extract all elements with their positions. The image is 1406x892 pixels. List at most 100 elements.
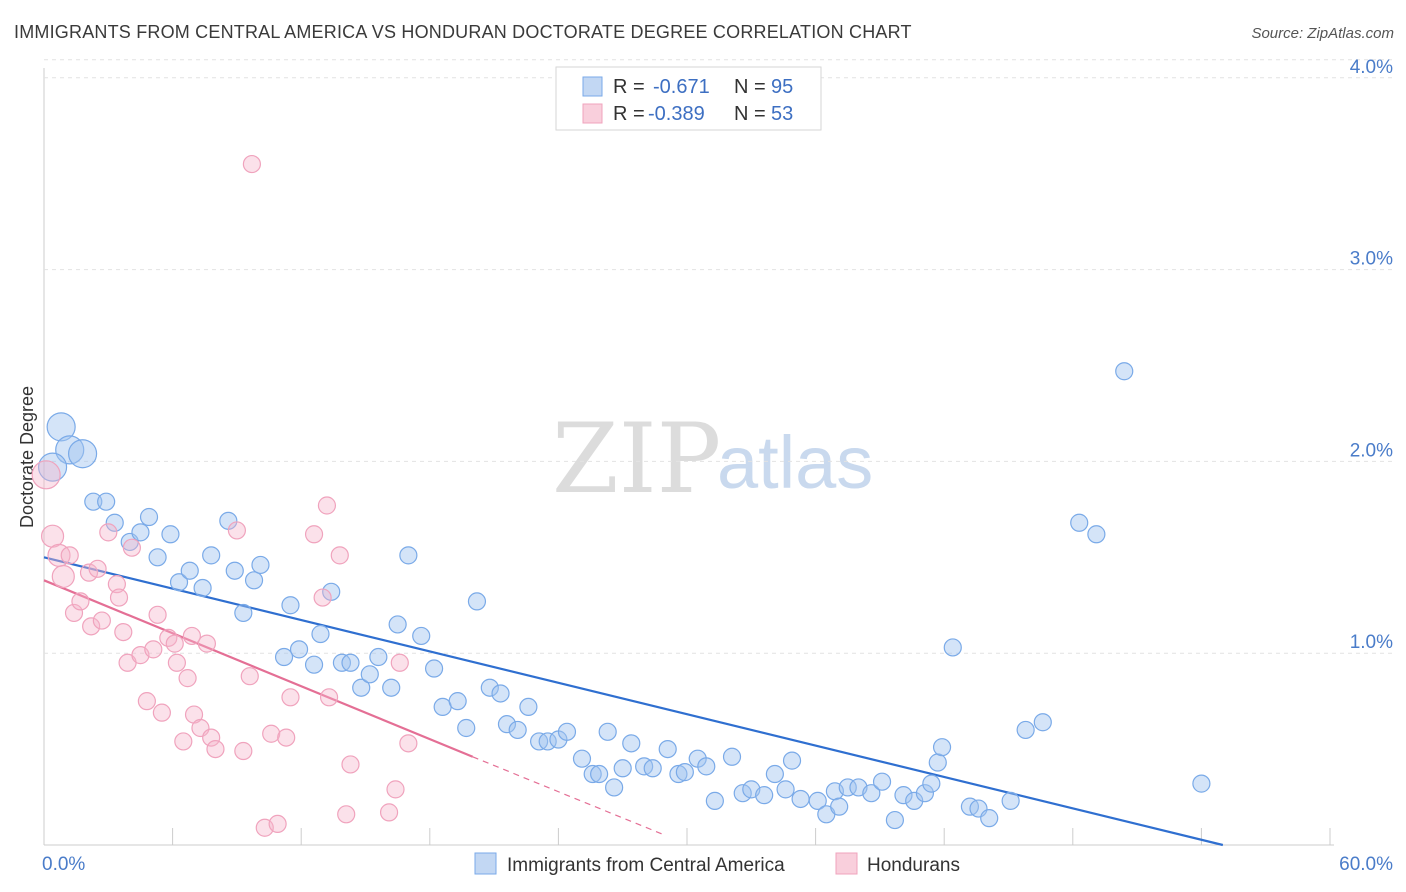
point-pink (109, 588, 129, 607)
point-pink (152, 703, 171, 722)
point-blue (669, 764, 688, 784)
point-blue (915, 784, 935, 803)
point-blue (67, 439, 98, 469)
point-blue (782, 751, 802, 770)
point-blue (399, 546, 418, 565)
point-pink (240, 667, 259, 686)
point-blue (643, 759, 662, 778)
point-blue (251, 555, 270, 575)
point-blue (304, 655, 324, 674)
point-blue (830, 797, 849, 816)
legend-swatch-blue (582, 76, 603, 97)
point-blue (862, 784, 881, 803)
point-blue (457, 718, 476, 738)
point-pink (167, 653, 186, 672)
x-tick-label-max: 60.0% (1339, 854, 1393, 875)
point-blue (622, 734, 641, 753)
point-blue (697, 757, 716, 776)
point-pink (79, 563, 99, 582)
point-pink (242, 154, 262, 174)
point-pink (202, 728, 221, 747)
point-blue (84, 492, 103, 511)
series-swatch-pink (835, 852, 858, 875)
point-pink (304, 525, 324, 544)
point-blue (139, 507, 159, 527)
point-pink (313, 588, 332, 607)
point-blue (776, 780, 795, 799)
point-pink (122, 538, 141, 557)
point-blue (980, 809, 999, 828)
point-pink (99, 523, 118, 542)
trend-line-extension-pink (472, 756, 666, 836)
point-pink (319, 688, 339, 707)
point-pink (234, 741, 253, 761)
point-blue (557, 722, 577, 741)
point-blue (808, 791, 827, 810)
point-blue (765, 764, 784, 784)
point-blue (225, 561, 244, 580)
point-blue (46, 412, 76, 442)
point-pink (227, 521, 246, 540)
point-blue (281, 596, 300, 615)
point-blue (733, 784, 752, 803)
point-blue (885, 810, 905, 830)
point-blue (491, 684, 510, 703)
data-points (31, 154, 1211, 837)
point-blue (943, 638, 962, 657)
x-tick-label-min: 0.0% (42, 854, 85, 875)
point-pink (281, 688, 300, 707)
legend-swatch-pink (582, 103, 603, 124)
point-blue (598, 722, 617, 741)
point-pink (399, 734, 418, 753)
point-blue (180, 561, 199, 580)
point-blue (274, 647, 294, 667)
point-blue (424, 659, 444, 678)
watermark: ZIP atlas (552, 403, 873, 515)
point-pink (337, 805, 356, 824)
series-legend: Immigrants from Central America Honduran… (474, 852, 960, 876)
point-pink (262, 724, 281, 743)
point-pink (88, 559, 107, 578)
point-pink (60, 546, 79, 565)
point-pink (31, 460, 61, 490)
point-blue (97, 492, 116, 511)
y-tick-label: 1.0% (1350, 632, 1393, 653)
point-pink (148, 605, 167, 624)
chart-source: Source: ZipAtlas.com (1251, 25, 1394, 42)
point-blue (369, 647, 388, 667)
point-blue (169, 573, 189, 592)
legend-n-label-pink: N = (734, 103, 766, 125)
point-blue (755, 786, 774, 805)
point-blue (572, 749, 592, 768)
point-blue (508, 720, 527, 740)
point-blue (289, 640, 309, 659)
legend-r-value-pink: -0.389 (648, 103, 705, 125)
legend-r-value-blue: -0.671 (653, 76, 710, 98)
point-blue (605, 778, 624, 797)
point-blue (894, 786, 913, 805)
point-blue (467, 592, 487, 611)
point-blue (1087, 525, 1106, 544)
point-blue (838, 778, 857, 797)
point-pink (174, 732, 193, 751)
point-blue (872, 772, 892, 791)
point-blue (388, 615, 407, 634)
point-blue (448, 692, 467, 711)
y-axis-label: Doctorate Degree (17, 386, 37, 528)
point-pink (341, 755, 360, 774)
point-pink (317, 496, 337, 515)
trend-line-pink (43, 579, 474, 758)
point-blue (932, 738, 952, 757)
point-pink (165, 634, 184, 653)
point-blue (1115, 362, 1134, 381)
point-blue (590, 764, 609, 784)
point-pink (40, 524, 65, 548)
series-label-blue: Immigrants from Central America (507, 855, 785, 876)
point-pink (71, 592, 90, 611)
point-pink (82, 617, 101, 636)
x-ticks (43, 828, 1331, 845)
watermark-zip: ZIP (552, 403, 721, 515)
point-blue (105, 513, 124, 532)
point-blue (1033, 713, 1052, 732)
